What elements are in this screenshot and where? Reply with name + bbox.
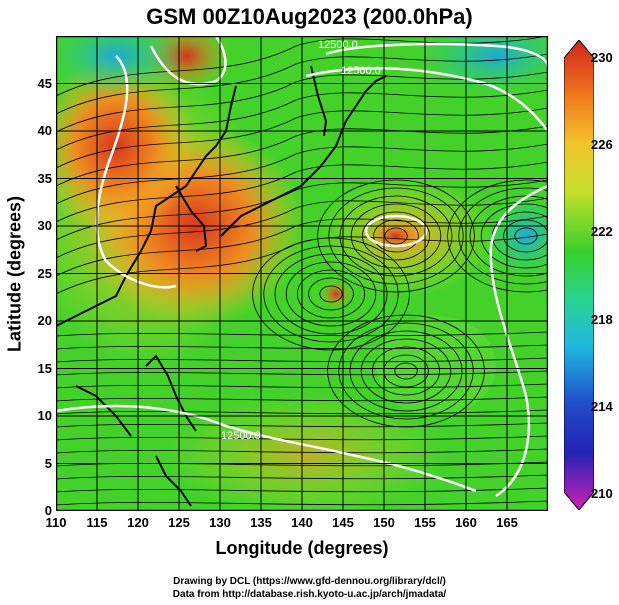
- x-tick-label: 155: [414, 515, 436, 530]
- plot-frame: [56, 36, 548, 511]
- x-axis-label: Longitude (degrees): [215, 538, 389, 558]
- colorbar: [564, 40, 594, 510]
- y-tick-label: 10: [37, 408, 52, 423]
- map-plot: 12500.0 12500.0 12500.0: [56, 36, 548, 511]
- grid: [56, 36, 548, 511]
- x-tick-label: 110: [45, 515, 67, 530]
- contour-label: 12500.0: [341, 65, 381, 77]
- x-tick-label: 165: [496, 515, 518, 530]
- x-tick-label: 145: [332, 515, 354, 530]
- x-tick-label: 160: [455, 515, 477, 530]
- contour-label: 12500.0: [221, 430, 261, 442]
- colorbar-tick-label: 214: [591, 398, 613, 414]
- y-tick-label: 40: [37, 123, 52, 138]
- y-tick-label: 15: [37, 360, 52, 376]
- colorbar-tick-label: 226: [591, 137, 613, 153]
- y-tick-label: 25: [37, 265, 52, 281]
- height-contours: [56, 36, 548, 498]
- x-tick-label: 150: [373, 515, 395, 530]
- x-tick-label: 135: [250, 515, 272, 530]
- colorbar-tick-label: 210: [591, 486, 613, 501]
- colorbar-tick-label: 222: [591, 224, 613, 240]
- x-tick-label: 115: [86, 515, 108, 530]
- chart-title: GSM 00Z10Aug2023 (200.0hPa): [146, 4, 473, 29]
- x-tick-label: 120: [127, 515, 149, 530]
- y-tick-label: 35: [37, 170, 52, 186]
- y-tick-label: 45: [37, 75, 52, 91]
- x-tick-label: 125: [168, 515, 190, 530]
- colorbar-tick-label: 230: [591, 50, 613, 65]
- y-tick-label: 5: [44, 455, 52, 471]
- y-tick-label: 20: [37, 313, 52, 328]
- credit-data: Data from http://database.rish.kyoto-u.a…: [172, 589, 447, 600]
- y-tick-label: 0: [44, 503, 52, 518]
- colorbar-tick-label: 218: [591, 311, 613, 327]
- x-tick-label: 130: [209, 515, 231, 530]
- x-tick-label: 140: [291, 515, 313, 530]
- y-axis-label: Latitude (degrees): [4, 195, 25, 352]
- contour-label: 12500.0: [318, 39, 358, 51]
- y-tick-label: 30: [37, 218, 52, 233]
- credit-drawing: Drawing by DCL (https://www.gfd-dennou.o…: [173, 576, 446, 587]
